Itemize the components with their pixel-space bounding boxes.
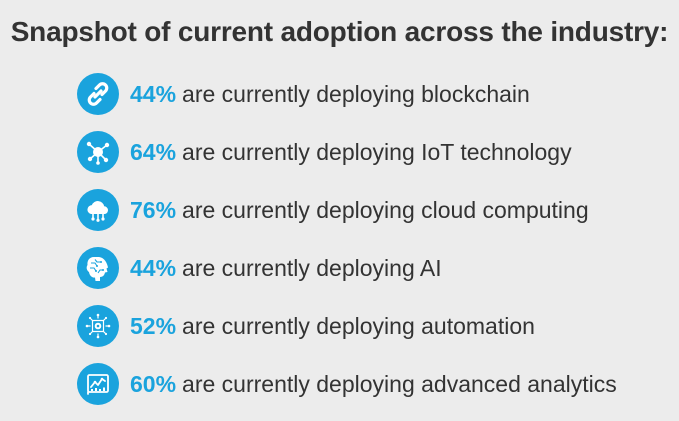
percent-value: 52% (130, 313, 177, 339)
list-item-text: 76% are currently deploying cloud computi… (130, 195, 589, 225)
list-item-text: 44% are currently deploying AI (130, 253, 442, 283)
ai-brain-icon (77, 247, 119, 289)
item-description: are currently deploying advanced analyti… (182, 371, 617, 397)
item-description: are currently deploying IoT technology (182, 139, 572, 165)
item-description: are currently deploying automation (182, 313, 535, 339)
list-item-text: 44% are currently deploying blockchain (130, 79, 530, 109)
chain-link-icon (77, 73, 119, 115)
page-title: Snapshot of current adoption across the … (10, 16, 669, 47)
cloud-computing-icon (77, 189, 119, 231)
list-item-automation: 52% are currently deploying automation (77, 305, 667, 363)
list-item-iot: 64% are currently deploying IoT technolog… (77, 131, 667, 189)
list-item-text: 64% are currently deploying IoT technolog… (130, 137, 572, 167)
percent-value: 60% (130, 371, 177, 397)
list-item-text: 52% are currently deploying automation (130, 311, 535, 341)
list-item-ai: 44% are currently deploying AI (77, 247, 667, 305)
automation-gear-icon (77, 305, 119, 347)
list-item-cloud: 76% are currently deploying cloud computi… (77, 189, 667, 247)
iot-network-icon (77, 131, 119, 173)
adoption-list: 44% are currently deploying blockchain (77, 73, 667, 421)
percent-value: 44% (130, 81, 177, 107)
item-description: are currently deploying AI (182, 255, 442, 281)
list-item-analytics: 60% are currently deploying advanced anal… (77, 363, 667, 421)
percent-value: 64% (130, 139, 177, 165)
item-description: are currently deploying cloud computing (182, 197, 589, 223)
list-item-blockchain: 44% are currently deploying blockchain (77, 73, 667, 131)
percent-value: 76% (130, 197, 177, 223)
list-item-text: 60% are currently deploying advanced anal… (130, 369, 617, 399)
percent-value: 44% (130, 255, 177, 281)
item-description: are currently deploying blockchain (182, 81, 530, 107)
analytics-chart-icon (77, 363, 119, 405)
